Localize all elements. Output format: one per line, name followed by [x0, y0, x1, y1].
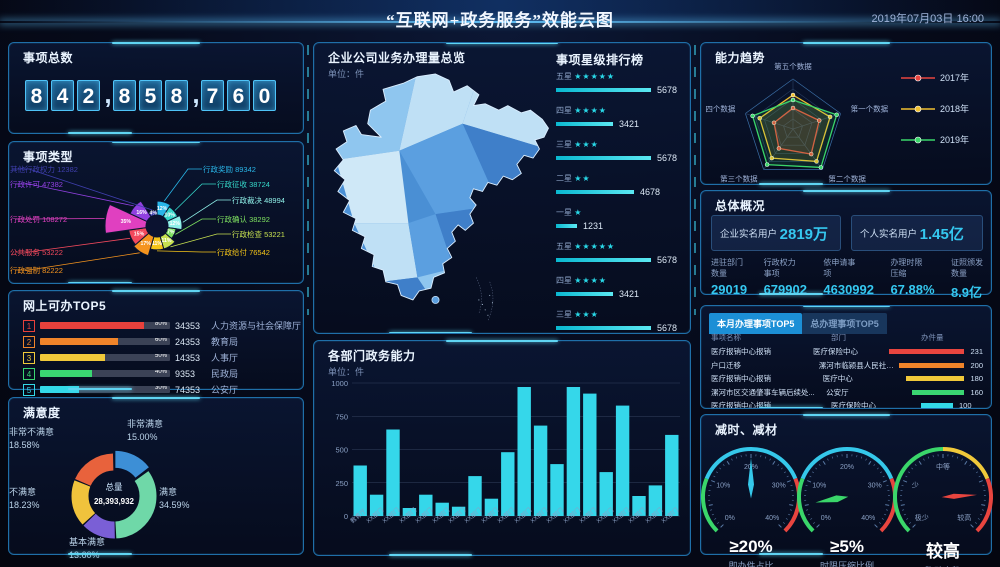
- svg-text:0%: 0%: [821, 515, 831, 522]
- svg-text:第五个数据: 第五个数据: [774, 61, 812, 71]
- svg-text:15%: 15%: [134, 232, 145, 238]
- svg-text:中等: 中等: [936, 462, 950, 471]
- svg-text:7%: 7%: [167, 230, 175, 236]
- svg-text:250: 250: [335, 479, 348, 488]
- svg-text:极少: 极少: [915, 513, 929, 522]
- svg-text:10%: 10%: [812, 483, 826, 490]
- svg-text:11%: 11%: [152, 241, 162, 247]
- svg-text:12%: 12%: [170, 221, 181, 227]
- svg-text:30%: 30%: [772, 483, 786, 490]
- svg-text:17%: 17%: [141, 241, 152, 247]
- svg-text:20%: 20%: [840, 464, 854, 471]
- svg-text:30%: 30%: [868, 483, 882, 490]
- svg-text:较高: 较高: [957, 513, 971, 522]
- svg-text:第一个数据: 第一个数据: [851, 104, 889, 114]
- svg-text:第四个数据: 第四个数据: [705, 104, 736, 114]
- svg-text:40%: 40%: [765, 515, 779, 522]
- svg-text:16%: 16%: [136, 210, 147, 216]
- svg-text:11%: 11%: [161, 238, 171, 244]
- svg-text:750: 750: [335, 412, 348, 421]
- svg-text:总量: 总量: [105, 482, 123, 492]
- svg-text:第三个数据: 第三个数据: [720, 174, 758, 184]
- svg-text:35%: 35%: [121, 219, 132, 225]
- svg-text:500: 500: [335, 446, 348, 455]
- svg-text:第二个数据: 第二个数据: [828, 174, 866, 184]
- svg-text:28,393,932: 28,393,932: [94, 497, 135, 506]
- svg-text:0%: 0%: [725, 515, 735, 522]
- svg-text:1000: 1000: [331, 379, 348, 388]
- svg-text:少: 少: [912, 482, 919, 490]
- svg-text:10%: 10%: [716, 483, 730, 490]
- svg-text:10%: 10%: [165, 212, 176, 218]
- svg-text:40%: 40%: [861, 515, 875, 522]
